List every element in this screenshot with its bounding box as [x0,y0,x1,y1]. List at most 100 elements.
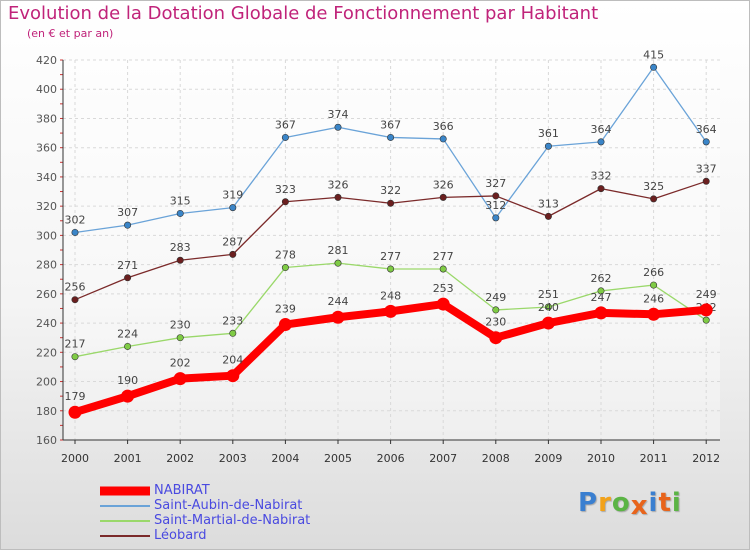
data-label: 266 [643,266,664,279]
data-label: 322 [380,184,401,197]
data-point [173,372,187,386]
y-tick-label: 400 [36,83,57,96]
data-label: 326 [433,178,454,191]
x-tick-label: 2007 [429,452,457,465]
x-tick-label: 2003 [219,452,247,465]
data-point [334,193,342,201]
data-label: 233 [222,314,243,327]
proxiti-logo: Proxiti [578,488,682,521]
data-point [281,264,289,272]
data-label: 367 [380,118,401,131]
data-label: 313 [538,197,559,210]
legend-swatch-saint-martial [100,519,150,522]
data-point [71,228,79,236]
x-tick-label: 2008 [482,452,510,465]
data-label: 278 [275,249,296,262]
data-label: 415 [643,48,664,61]
y-tick-label: 260 [36,288,57,301]
legend-swatch-nabirat [100,486,150,495]
data-label: 366 [433,120,454,133]
logo-letter: i [648,488,659,518]
logo-letter: o [611,488,631,518]
data-label: 364 [696,123,717,136]
data-point [331,310,345,324]
y-tick-label: 240 [36,317,57,330]
data-point [650,63,658,71]
data-label: 319 [222,189,243,202]
data-point [176,209,184,217]
data-point [544,142,552,150]
y-tick-label: 180 [36,405,57,418]
data-point [544,212,552,220]
data-point [702,177,710,185]
data-point [387,199,395,207]
data-point [124,274,132,282]
x-tick-label: 2011 [640,452,668,465]
data-label: 287 [222,235,243,248]
data-point [124,221,132,229]
legend-label: Saint-Aubin-de-Nabirat [154,498,303,513]
data-point [647,307,661,321]
data-point [176,256,184,264]
data-label: 364 [591,123,612,136]
x-tick-label: 2006 [377,452,405,465]
data-label: 230 [485,316,506,329]
data-point [229,204,237,212]
data-label: 179 [65,390,86,403]
data-label: 367 [275,118,296,131]
data-point [334,259,342,267]
data-label: 271 [117,259,138,272]
data-label: 262 [591,272,612,285]
data-label: 327 [485,177,506,190]
data-label: 332 [591,170,612,183]
y-tick-label: 320 [36,200,57,213]
legend-label: Saint-Martial-de-Nabirat [154,513,311,528]
y-tick-label: 300 [36,229,57,242]
data-label: 253 [433,282,454,295]
logo-letter: r [598,488,612,518]
x-tick-label: 2001 [114,452,142,465]
legend-label: Léobard [154,528,207,543]
logo-letter: P [578,488,599,518]
data-point [281,133,289,141]
data-label: 217 [65,338,86,351]
data-point [597,138,605,146]
data-point [436,297,450,311]
logo-letter: x [630,491,649,521]
x-tick-label: 2012 [692,452,720,465]
x-tick-label: 2004 [271,452,299,465]
data-label: 251 [538,288,559,301]
data-point [68,405,82,419]
data-point [492,214,500,222]
data-label: 244 [328,295,349,308]
logo-letter: t [658,488,672,518]
data-point [597,185,605,193]
data-label: 256 [65,281,86,294]
data-point [650,281,658,289]
data-label: 240 [538,301,559,314]
data-point [229,329,237,337]
data-label: 224 [117,327,138,340]
data-label: 277 [433,250,454,263]
data-point [281,198,289,206]
data-label: 283 [170,241,191,254]
data-point [124,342,132,350]
y-tick-label: 380 [36,112,57,125]
x-tick-label: 2010 [587,452,615,465]
data-label: 246 [643,292,664,305]
data-point [387,133,395,141]
data-point [544,303,552,311]
logo-letter: i [671,488,682,518]
data-label: 247 [591,291,612,304]
data-label: 326 [328,178,349,191]
data-point [71,353,79,361]
data-point [650,195,658,203]
data-point [439,265,447,273]
chart-title: Evolution de la Dotation Globale de Fonc… [8,3,599,24]
data-point [594,306,608,320]
data-label: 315 [170,194,191,207]
data-point [334,123,342,131]
x-tick-label: 2005 [324,452,352,465]
legend-swatch-leobard [100,534,150,537]
